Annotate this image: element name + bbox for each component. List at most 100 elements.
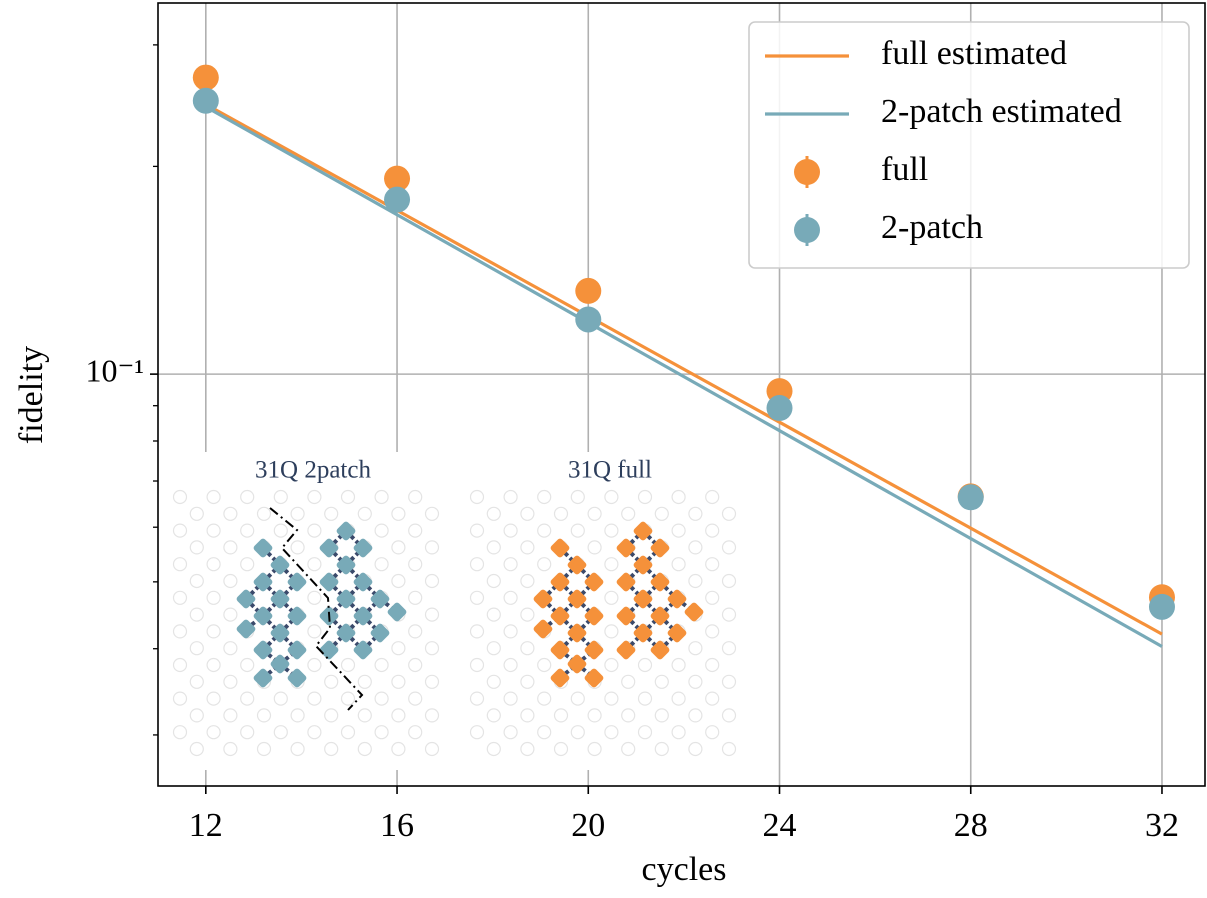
lattice-node	[189, 506, 204, 521]
lattice-node	[537, 725, 552, 740]
lattice-node	[469, 624, 485, 639]
lattice-node	[537, 489, 552, 505]
data-point	[384, 186, 411, 213]
lattice-node	[520, 674, 535, 689]
lattice-node	[469, 523, 485, 538]
lattice-qubit	[370, 623, 390, 643]
lattice-qubit	[667, 623, 687, 643]
lattice-node	[671, 725, 686, 740]
lattice-node	[503, 657, 518, 673]
lattice-qubit	[550, 572, 570, 592]
lattice-node	[621, 741, 636, 757]
lattice-qubit	[616, 538, 636, 558]
lattice-qubit	[270, 623, 290, 643]
lattice-node	[374, 691, 389, 706]
legend-label: full	[881, 151, 928, 188]
lattice-node	[469, 691, 485, 706]
lattice-qubit	[319, 538, 339, 558]
lattice-node	[307, 725, 322, 740]
lattice-qubit	[319, 572, 339, 592]
lattice-node	[721, 607, 737, 622]
lattice-node	[654, 506, 669, 521]
lattice-qubit	[253, 606, 273, 626]
lattice-node	[520, 573, 535, 589]
lattice-node	[307, 590, 322, 605]
lattice-node	[637, 691, 653, 706]
lattice-qubit	[584, 640, 604, 660]
lattice-node	[520, 540, 535, 555]
lattice-node	[424, 641, 440, 656]
lattice-node	[520, 641, 535, 656]
lattice-node	[324, 506, 339, 521]
lattice-qubit	[287, 606, 307, 626]
lattice-node	[408, 657, 423, 673]
lattice-node	[671, 523, 686, 538]
legend-label: 2-patch estimated	[881, 93, 1122, 130]
lattice-node	[637, 725, 653, 740]
inset-lattice: 31Q full	[469, 457, 737, 757]
lattice-qubit	[353, 572, 373, 592]
lattice-node	[307, 657, 322, 673]
lattice-node	[587, 506, 602, 521]
lattice-node	[486, 708, 501, 723]
lattice-node	[374, 557, 389, 572]
lattice-node	[520, 708, 535, 723]
lattice-qubit	[533, 619, 553, 639]
inset-title: 31Q full	[568, 457, 652, 484]
lattice-node	[408, 590, 423, 605]
lattice-qubit	[616, 572, 636, 592]
lattice-qubit	[236, 619, 256, 639]
lattice-node	[206, 725, 221, 740]
lattice-node	[469, 489, 485, 505]
lattice-node	[486, 641, 501, 656]
lattice-node	[273, 489, 288, 505]
lattice-node	[290, 540, 305, 555]
lattice-node	[374, 489, 389, 505]
lattice-node	[486, 540, 501, 555]
lattice-node	[587, 540, 602, 555]
lattice-qubit	[253, 640, 273, 660]
lattice-node	[206, 489, 221, 505]
lattice-node	[408, 557, 423, 572]
lattice-node	[503, 523, 518, 538]
lattice-node	[688, 573, 703, 589]
inset-title: 31Q 2patch	[255, 457, 371, 484]
lattice-node	[469, 590, 485, 605]
lattice-qubit	[287, 668, 307, 688]
lattice-node	[391, 573, 406, 589]
lattice-node	[688, 741, 703, 757]
lattice-node	[391, 708, 406, 723]
lattice-node	[469, 557, 485, 572]
y-tick-label: 10⁻¹	[86, 352, 144, 388]
lattice-node	[486, 741, 501, 757]
lattice-node	[688, 540, 703, 555]
lattice-node	[391, 674, 406, 689]
lattice-qubit	[253, 668, 273, 688]
lattice-node	[604, 657, 619, 673]
lattice-qubit	[236, 589, 256, 609]
lattice-node	[324, 674, 339, 689]
x-tick-label: 16	[380, 807, 414, 844]
lattice-node	[223, 674, 238, 689]
lattice-node	[604, 624, 619, 639]
lattice-qubit	[633, 555, 653, 575]
lattice-node	[671, 657, 686, 673]
lattice-node	[705, 523, 720, 538]
lattice-node	[340, 489, 356, 505]
lattice-node	[408, 725, 423, 740]
lattice-qubit	[584, 668, 604, 688]
x-axis-label: cycles	[642, 851, 727, 888]
lattice-node	[424, 741, 440, 757]
lattice-node	[621, 506, 636, 521]
lattice-node	[721, 674, 737, 689]
lattice-node	[424, 607, 440, 622]
data-point	[192, 87, 219, 114]
lattice-node	[721, 641, 737, 656]
lattice-node	[424, 573, 440, 589]
lattice-node	[503, 489, 518, 505]
lattice-node	[604, 523, 619, 538]
lattice-node	[206, 691, 221, 706]
lattice-qubit	[253, 538, 273, 558]
x-tick-label: 24	[763, 807, 797, 844]
inset-lattice: 31Q 2patch	[172, 457, 440, 757]
